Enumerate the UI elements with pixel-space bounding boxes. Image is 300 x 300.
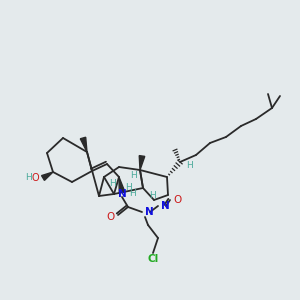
- Text: O: O: [173, 195, 181, 205]
- Text: H: H: [186, 160, 193, 169]
- Text: H: H: [109, 179, 116, 188]
- Text: N: N: [161, 201, 170, 211]
- Text: H: H: [148, 190, 155, 200]
- Text: Cl: Cl: [147, 254, 159, 264]
- Polygon shape: [119, 177, 125, 193]
- Text: H: H: [129, 190, 136, 199]
- Text: O: O: [32, 173, 39, 183]
- Text: O: O: [107, 212, 115, 222]
- Text: H: H: [126, 184, 132, 193]
- Polygon shape: [80, 137, 87, 152]
- Text: H: H: [130, 170, 137, 179]
- Polygon shape: [42, 172, 53, 180]
- Text: N: N: [145, 207, 154, 217]
- Text: N: N: [118, 189, 126, 199]
- Polygon shape: [139, 156, 145, 170]
- Text: H: H: [25, 172, 32, 182]
